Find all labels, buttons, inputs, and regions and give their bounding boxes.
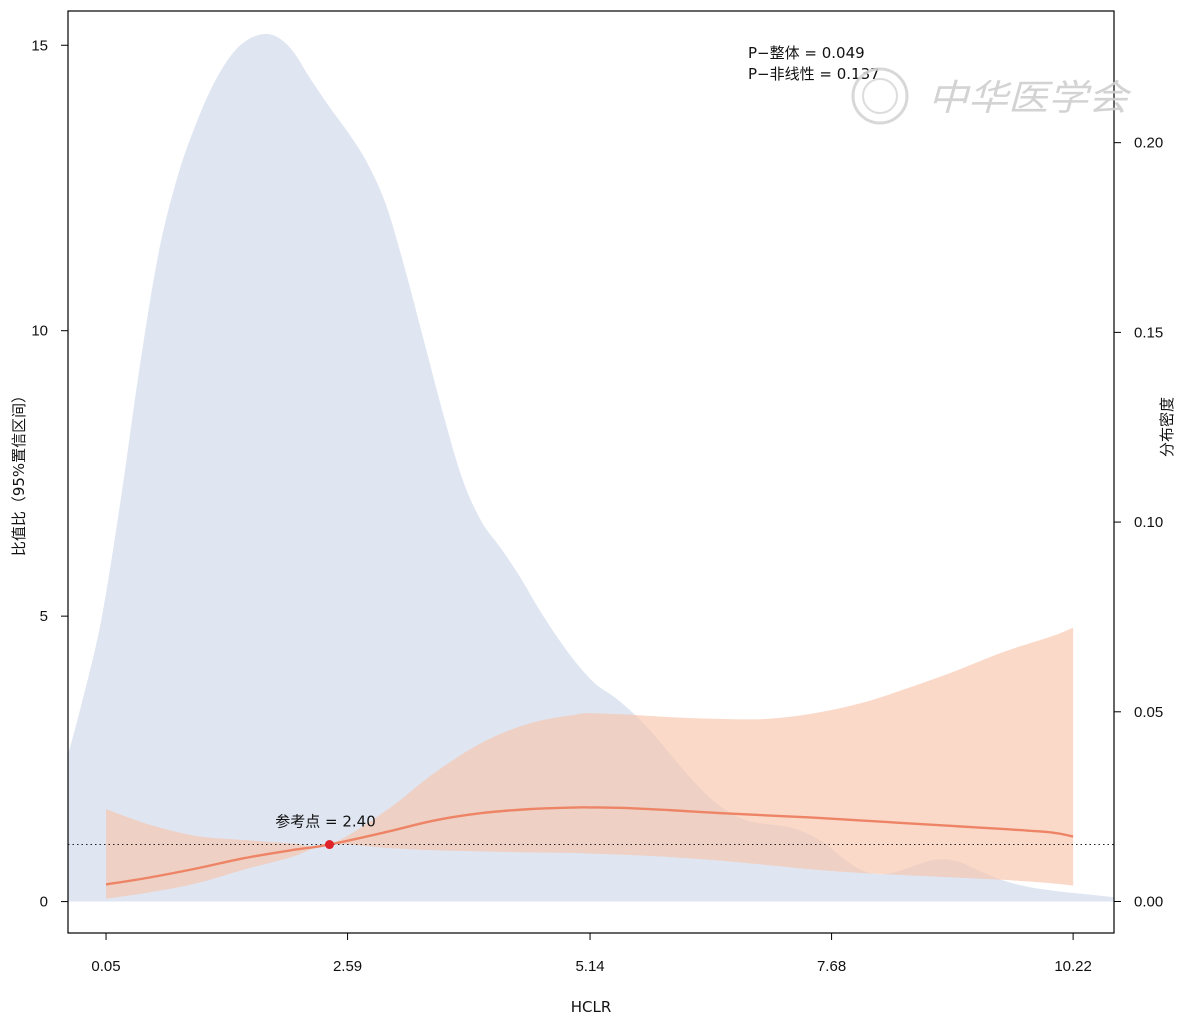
reference-point-marker xyxy=(325,840,334,850)
y-right-axis: 0.00 0.05 0.10 0.15 0.20 xyxy=(1114,135,1163,911)
x-axis: 0.05 2.59 5.14 7.68 10.22 xyxy=(91,933,1092,975)
y-left-tick-label: 10 xyxy=(31,323,48,340)
y-left-axis: 0 5 10 15 xyxy=(31,37,68,911)
y-left-tick-label: 15 xyxy=(31,37,48,54)
density-layer xyxy=(68,33,1114,902)
x-tick-label: 10.22 xyxy=(1054,958,1092,975)
y-left-tick-label: 0 xyxy=(40,894,48,911)
y-right-tick-label: 0.10 xyxy=(1134,514,1163,531)
y-right-tick-label: 0.15 xyxy=(1134,324,1163,341)
confidence-band-layer xyxy=(106,627,1074,899)
y-left-axis-title: 比值比（95%置信区间） xyxy=(10,388,28,556)
p-nonlinear-annotation: P−非线性 = 0.137 xyxy=(748,65,880,83)
x-tick-label: 5.14 xyxy=(575,958,604,975)
x-axis-title: HCLR xyxy=(571,998,612,1016)
x-tick-label: 0.05 xyxy=(91,958,120,975)
x-tick-label: 7.68 xyxy=(817,958,846,975)
y-right-tick-label: 0.20 xyxy=(1134,135,1163,152)
odds-ratio-line xyxy=(105,806,1074,886)
confidence-band xyxy=(106,627,1074,899)
watermark-text: 中华医学会 xyxy=(928,78,1132,119)
reference-point-label: 参考点 = 2.40 xyxy=(275,813,376,831)
odds-ratio-line-layer xyxy=(105,806,1074,886)
y-right-tick-label: 0.00 xyxy=(1134,894,1163,911)
watermark-seal-inner-icon xyxy=(862,78,898,114)
y-left-tick-label: 5 xyxy=(40,608,48,625)
density-area xyxy=(68,33,1114,902)
y-right-tick-label: 0.05 xyxy=(1134,704,1163,721)
watermark-seal-icon xyxy=(851,67,909,125)
plot-frame xyxy=(67,10,1115,934)
p-overall-annotation: P−整体 = 0.049 xyxy=(748,44,865,62)
y-right-axis-title: 分布密度 xyxy=(1158,397,1176,457)
x-tick-label: 2.59 xyxy=(333,958,362,975)
watermark: 中华医学会 xyxy=(851,67,1132,125)
reference-point-layer xyxy=(325,840,334,850)
